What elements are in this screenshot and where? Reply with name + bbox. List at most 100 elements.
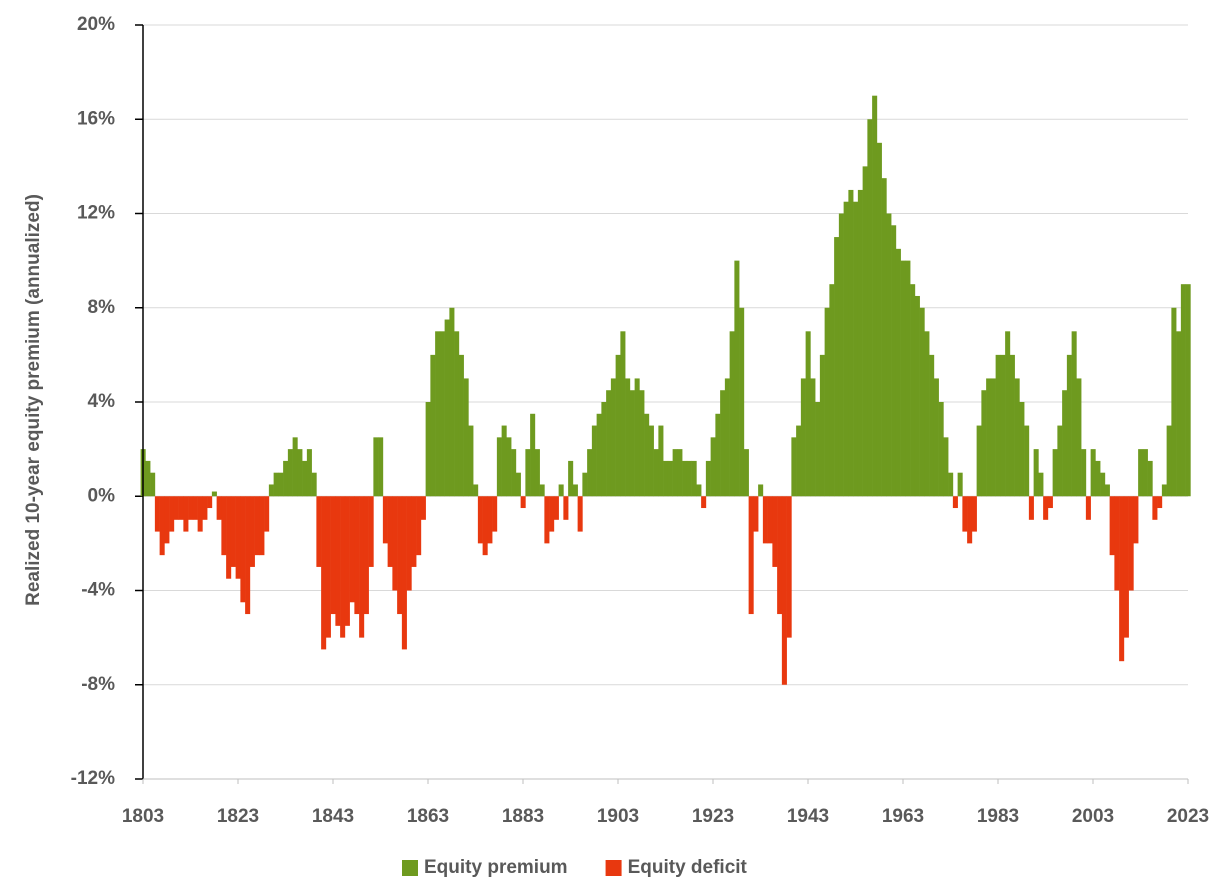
bar xyxy=(283,460,289,497)
bar xyxy=(164,496,170,544)
bar xyxy=(230,496,236,567)
bar xyxy=(724,378,730,497)
bar xyxy=(192,496,198,520)
bar xyxy=(463,378,469,497)
bar xyxy=(401,496,407,650)
bar xyxy=(872,95,878,497)
bar xyxy=(145,460,151,497)
bar xyxy=(914,295,920,497)
bar xyxy=(553,496,559,520)
bar xyxy=(843,201,849,497)
bar xyxy=(511,449,517,497)
bar xyxy=(549,496,555,532)
bar xyxy=(482,496,488,556)
bar xyxy=(1038,472,1044,497)
bar xyxy=(1005,331,1011,497)
bar xyxy=(1104,484,1110,497)
bar xyxy=(477,496,483,544)
bar xyxy=(416,496,422,556)
bar xyxy=(378,437,384,497)
bar xyxy=(905,260,911,497)
bar xyxy=(796,425,802,497)
bar xyxy=(682,460,688,497)
bar xyxy=(739,307,745,497)
bar xyxy=(525,449,531,497)
bar xyxy=(758,484,764,497)
bar xyxy=(853,201,859,497)
bar xyxy=(534,449,540,497)
bar xyxy=(834,237,840,497)
bar xyxy=(406,496,412,591)
bar xyxy=(458,354,464,497)
bar xyxy=(373,437,379,497)
bar xyxy=(919,307,925,497)
bar xyxy=(321,496,327,650)
y-tick-label: 0% xyxy=(88,485,116,506)
bar xyxy=(720,390,726,497)
bar xyxy=(848,189,854,497)
bar xyxy=(1185,284,1191,497)
bar xyxy=(316,496,322,567)
bar xyxy=(392,496,398,591)
bar xyxy=(1119,496,1125,662)
bar xyxy=(620,331,626,497)
bar xyxy=(1133,496,1139,544)
bar xyxy=(273,472,279,497)
bar xyxy=(867,119,873,497)
bar xyxy=(154,496,160,532)
y-tick-label: -8% xyxy=(81,674,115,695)
y-tick-label: 16% xyxy=(77,108,115,129)
legend-label: Equity premium xyxy=(424,857,568,878)
x-tick-label: 1983 xyxy=(977,806,1019,827)
bar xyxy=(1024,425,1030,497)
bar xyxy=(249,496,255,567)
bar xyxy=(492,496,498,532)
bar xyxy=(986,378,992,497)
bar xyxy=(648,425,654,497)
bar xyxy=(753,496,759,532)
bar xyxy=(1109,496,1115,556)
bar xyxy=(952,496,958,509)
bar xyxy=(264,496,270,532)
bar xyxy=(1100,472,1106,497)
bar xyxy=(178,496,184,520)
bar xyxy=(696,484,702,497)
y-tick-label: -4% xyxy=(81,580,115,601)
bar xyxy=(382,496,388,544)
bar xyxy=(325,496,331,638)
bar xyxy=(658,425,664,497)
x-tick-label: 1883 xyxy=(502,806,544,827)
bar xyxy=(762,496,768,544)
bar xyxy=(710,437,716,497)
bar xyxy=(454,331,460,497)
bar xyxy=(344,496,350,626)
bar xyxy=(292,437,298,497)
bar xyxy=(245,496,251,615)
bar xyxy=(306,449,312,497)
bar xyxy=(805,331,811,497)
legend-swatch xyxy=(402,860,418,876)
bar xyxy=(639,390,645,497)
bar xyxy=(435,331,441,497)
bar xyxy=(1161,484,1167,497)
bar xyxy=(582,472,588,497)
bar xyxy=(777,496,783,615)
bar xyxy=(340,496,346,638)
y-tick-label: -12% xyxy=(71,768,115,789)
bar xyxy=(948,472,954,497)
bar xyxy=(729,331,735,497)
bar xyxy=(786,496,792,638)
bar xyxy=(677,449,683,497)
bar xyxy=(1128,496,1134,591)
y-axis-label: Realized 10-year equity premium (annuali… xyxy=(23,194,44,606)
bar xyxy=(587,449,593,497)
bar xyxy=(169,496,175,532)
bar xyxy=(202,496,208,520)
bar xyxy=(1138,449,1144,497)
bar xyxy=(496,437,502,497)
bar xyxy=(772,496,778,567)
bar xyxy=(829,284,835,497)
x-tick-label: 1903 xyxy=(597,806,639,827)
bar xyxy=(990,378,996,497)
bar xyxy=(644,413,650,497)
